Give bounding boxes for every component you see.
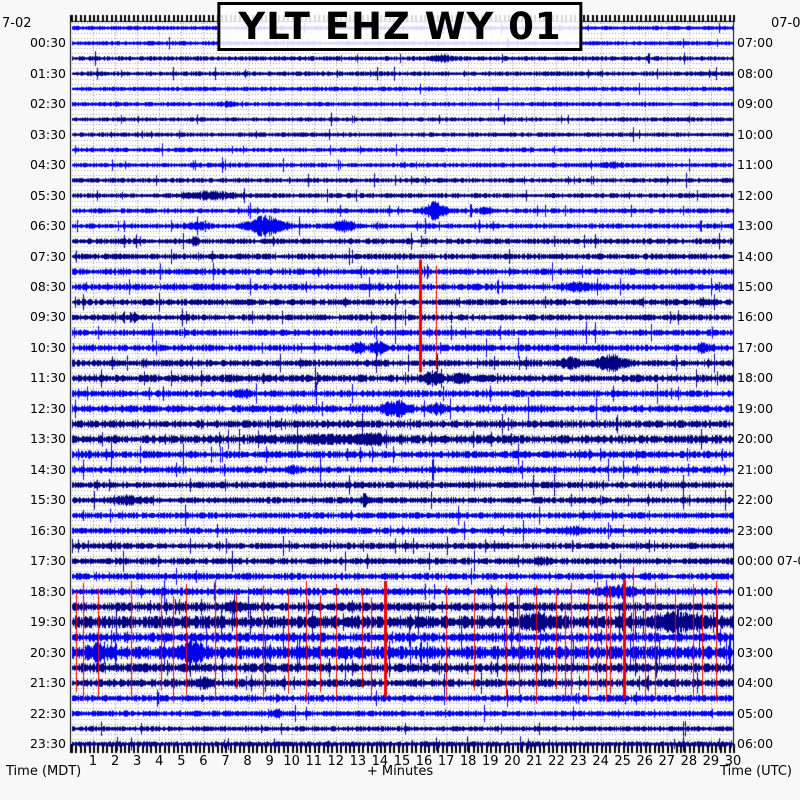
minute-tick-label: 13 (349, 754, 367, 769)
right-time-label: 12:00 (737, 187, 774, 203)
minute-tick-label: 20 (504, 754, 521, 769)
right-time-label: 22:00 (737, 492, 774, 508)
axis-caption-mdt: Time (MDT) (6, 764, 82, 779)
left-time-label: 20:30 (29, 644, 66, 660)
station-title: YLT EHZ WY 01 (217, 2, 583, 51)
minute-tick-label: 16 (415, 754, 433, 769)
minute-tick-label: 24 (592, 754, 609, 769)
left-time-label: 07:30 (29, 248, 66, 264)
minute-tick-label: 12 (327, 754, 345, 769)
right-time-label: 03:00 (737, 644, 774, 660)
minute-tick-label: 29 (702, 754, 720, 769)
minute-tick-label: 3 (133, 754, 142, 769)
minute-tick-label: 15 (393, 754, 411, 769)
minute-tick-label: 9 (265, 754, 274, 769)
right-time-label: 11:00 (737, 157, 774, 173)
axis-caption-utc: Time (UTC) (720, 764, 792, 779)
minute-tick-label: 2 (110, 754, 120, 769)
minute-tick-label: 28 (680, 754, 698, 769)
minute-tick-label: 14 (371, 754, 389, 769)
right-time-label: 06:00 (737, 736, 774, 751)
right-time-label: 23:00 (737, 522, 774, 538)
right-time-label: 05:00 (737, 705, 774, 721)
right-time-label: 07:00 (737, 35, 774, 51)
minute-tick-label: 7 (221, 754, 230, 769)
left-time-label: 13:30 (29, 431, 66, 447)
right-time-label: 09:00 (737, 96, 774, 112)
left-time-label: 22:30 (29, 705, 66, 721)
axis-caption-minutes: + Minutes (366, 764, 434, 779)
date-label-top-right: 07-0 (771, 16, 800, 31)
left-time-label: 17:30 (29, 553, 66, 569)
minute-tick-label: 18 (459, 754, 477, 769)
minute-tick-label: 1 (88, 754, 98, 769)
left-time-label: 16:30 (29, 522, 66, 538)
minute-tick-label: 30 (724, 754, 742, 769)
left-time-label: 21:30 (29, 675, 66, 691)
minute-tick-label: 27 (658, 754, 676, 769)
left-time-label: 03:30 (29, 126, 66, 142)
left-time-label: 09:30 (29, 309, 66, 325)
right-time-label: 02:00 (737, 614, 774, 630)
minute-tick-label: 4 (155, 754, 164, 769)
right-time-label: 00:00 07-03 (737, 553, 800, 569)
minute-tick-label: 17 (437, 754, 455, 769)
right-time-label: 04:00 (737, 675, 774, 691)
right-time-label: 18:00 (737, 370, 774, 386)
minute-tick-label: 19 (481, 754, 499, 769)
left-time-label: 15:30 (29, 492, 66, 508)
right-time-label: 10:00 (737, 126, 774, 142)
minute-tick-label: 23 (570, 754, 587, 769)
left-time-label: 05:30 (29, 187, 66, 203)
minute-tick-label: 21 (526, 754, 543, 769)
left-time-label: 04:30 (29, 157, 66, 173)
right-time-label: 13:00 (737, 218, 774, 234)
minute-tick-label: 26 (636, 754, 653, 769)
left-time-label: 06:30 (29, 218, 66, 234)
minute-tick-label: 10 (283, 754, 300, 769)
right-time-label: 15:00 (737, 278, 774, 294)
left-time-label: 11:30 (29, 370, 66, 386)
right-time-label: 17:00 (737, 339, 774, 355)
right-time-label: 20:00 (737, 431, 774, 447)
right-time-label: 19:00 (737, 400, 774, 416)
left-time-label: 19:30 (29, 614, 66, 630)
minute-tick-label: 22 (548, 754, 565, 769)
right-time-label: 01:00 (737, 583, 774, 599)
left-time-label: 00:30 (29, 35, 66, 51)
left-time-label: 18:30 (29, 583, 66, 599)
left-time-label: 08:30 (29, 278, 66, 294)
left-time-label: 12:30 (29, 400, 66, 416)
left-time-label: 10:30 (29, 339, 66, 355)
minute-tick-label: 6 (199, 754, 208, 769)
left-time-label: 02:30 (29, 96, 66, 112)
minute-tick-label: 8 (243, 754, 252, 769)
right-time-label: 21:00 (737, 461, 774, 477)
minute-tick-label: 5 (177, 754, 186, 769)
left-time-label: 14:30 (29, 461, 66, 477)
right-time-label: 08:00 (737, 65, 774, 81)
right-time-label: 16:00 (737, 309, 774, 325)
minute-tick-label: 25 (614, 754, 631, 769)
right-time-label: 14:00 (737, 248, 774, 264)
minute-tick-label: 11 (305, 754, 322, 769)
left-time-label: 23:30 (29, 736, 66, 751)
date-label-top-left: 7-02 (2, 16, 32, 31)
left-time-label: 01:30 (29, 65, 66, 81)
